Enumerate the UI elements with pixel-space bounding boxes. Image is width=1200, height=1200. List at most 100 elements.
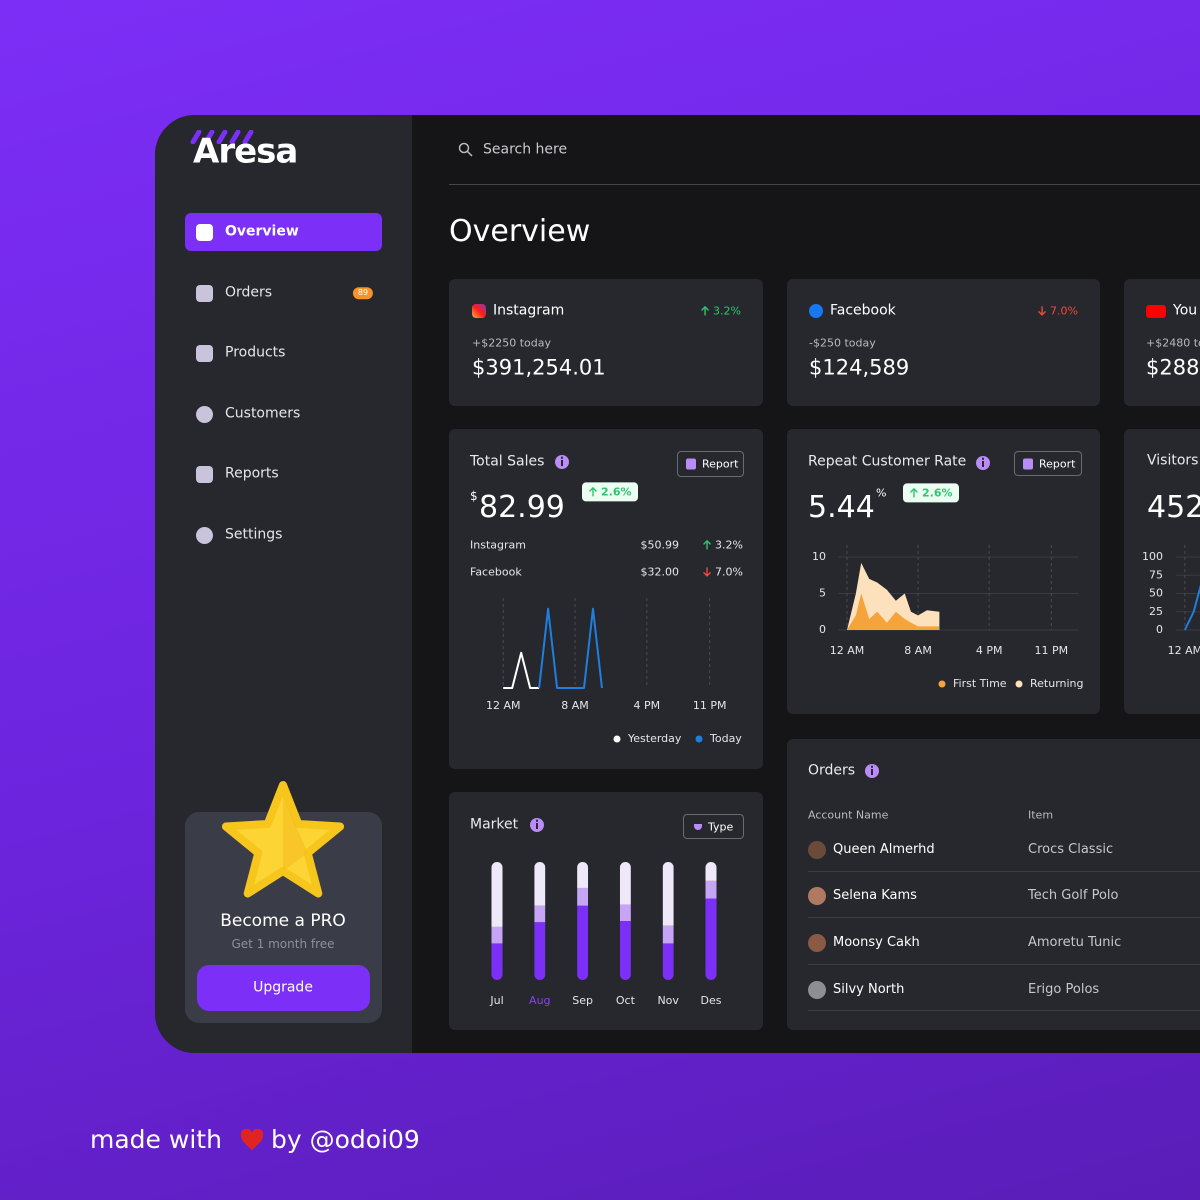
social-today: +$2250 today: [472, 336, 551, 350]
button-label: Type: [708, 820, 734, 833]
row-divider: [808, 917, 1200, 918]
breakdown-name: Instagram: [470, 538, 526, 552]
change-text: 7.0%: [715, 565, 743, 579]
footer-text: by @odoi09: [271, 1125, 420, 1154]
nav-item[interactable]: Overview: [185, 213, 382, 251]
report-button[interactable]: Report: [1014, 451, 1082, 476]
account-name: Moonsy Cakh: [833, 935, 920, 951]
footer-text: made with: [90, 1125, 222, 1154]
button-label: Report: [702, 457, 739, 471]
column-header: Item: [1028, 808, 1054, 822]
button-label: Upgrade: [253, 979, 313, 996]
change-text: 3.2%: [715, 538, 743, 552]
card-title: Market: [470, 816, 519, 833]
social-name: You: [1173, 302, 1198, 319]
breakdown-change: 3.2%: [702, 538, 743, 551]
report-icon: [1023, 458, 1033, 469]
account-name: Queen Almerhd: [833, 842, 935, 858]
arrow-up: [701, 306, 710, 316]
nav-badge: 89: [352, 287, 374, 299]
item-name: Crocs Classic: [1028, 842, 1114, 858]
arrow-down: [1038, 306, 1047, 316]
nav-icon: [196, 527, 213, 544]
social-today: -$250 today: [809, 336, 876, 350]
nav-item[interactable]: Products: [185, 334, 382, 372]
social-today: +$2480 to: [1146, 336, 1200, 350]
nav-label: Orders: [225, 284, 273, 301]
currency: $: [470, 488, 478, 503]
social-change: 3.2%: [700, 304, 741, 317]
divider: [449, 184, 1200, 185]
social-change: 7.0%: [1037, 304, 1078, 317]
sales-value: 82.99: [479, 490, 565, 525]
nav-icon: [196, 466, 213, 483]
nav-item[interactable]: Settings: [185, 516, 382, 554]
rate-value: 5.44: [808, 490, 875, 525]
social-value: $124,589: [809, 355, 910, 380]
avatar: [808, 934, 826, 952]
social-name: Facebook: [830, 302, 896, 319]
nav-item[interactable]: Orders 89: [185, 274, 382, 312]
change-badge: 2.6%: [582, 482, 638, 502]
account-name: Selena Kams: [833, 888, 917, 904]
breakdown-change: 7.0%: [702, 565, 743, 578]
change-text: 2.6%: [601, 485, 632, 499]
card-title: Orders: [808, 762, 856, 779]
breakdown-amount: $32.00: [640, 565, 680, 579]
nav-icon: [196, 406, 213, 423]
account-name: Silvy North: [833, 982, 905, 998]
row-divider: [808, 871, 1200, 872]
visitors-card: [1124, 429, 1200, 714]
arrow-up: [910, 488, 918, 498]
brand-mark: [190, 130, 254, 144]
social-name: Instagram: [493, 302, 565, 319]
nav-item[interactable]: Customers: [185, 395, 382, 433]
total-sales-card: [449, 429, 763, 769]
breakdown-amount: $50.99: [640, 538, 680, 552]
brand: Aresa: [193, 131, 298, 172]
social-card: [787, 279, 1100, 406]
social-card: [1124, 279, 1200, 406]
upgrade-button[interactable]: Upgrade: [197, 965, 370, 1011]
nav-label: Reports: [225, 465, 279, 482]
column-header: Account Name: [808, 808, 889, 822]
filter-icon: [694, 823, 702, 830]
promo-title: Become a PRO: [220, 910, 346, 931]
change-text: 3.2%: [713, 304, 741, 318]
promo-subtitle: Get 1 month free: [231, 936, 335, 951]
arrow-up: [703, 540, 712, 550]
row-divider: [808, 1010, 1200, 1011]
search-icon: [458, 142, 473, 157]
avatar: [808, 981, 826, 999]
rate-unit: %: [876, 486, 887, 500]
card-title: Total Sales: [470, 453, 545, 470]
page-title: Overview: [449, 214, 591, 249]
star-icon: [221, 781, 345, 898]
arrow-down: [703, 567, 712, 577]
nav-label: Customers: [225, 405, 301, 422]
visitors-value: 452: [1147, 490, 1200, 525]
change-text: 2.6%: [922, 486, 953, 500]
nav-icon: [196, 224, 213, 241]
card-title: Visitors: [1147, 452, 1199, 469]
nav-item[interactable]: Reports: [185, 455, 382, 493]
arrow-up: [589, 487, 597, 497]
report-button[interactable]: Report: [677, 451, 744, 477]
breakdown-name: Facebook: [470, 565, 522, 579]
item-name: Erigo Polos: [1028, 982, 1100, 998]
change-badge: 2.6%: [903, 483, 959, 503]
youtube-icon: [1146, 305, 1166, 318]
social-value: $391,254.01: [472, 355, 606, 380]
type-button[interactable]: Type: [683, 814, 744, 839]
row-divider: [808, 964, 1200, 965]
avatar: [808, 841, 826, 859]
facebook-icon: [809, 304, 823, 318]
button-label: Report: [1039, 457, 1076, 470]
item-name: Amoretu Tunic: [1028, 935, 1122, 951]
card-title: Repeat Customer Rate: [808, 453, 967, 470]
social-card: [449, 279, 763, 406]
social-value: $288: [1146, 355, 1200, 380]
nav-icon: [196, 285, 213, 302]
search-input[interactable]: Search here: [483, 141, 568, 158]
